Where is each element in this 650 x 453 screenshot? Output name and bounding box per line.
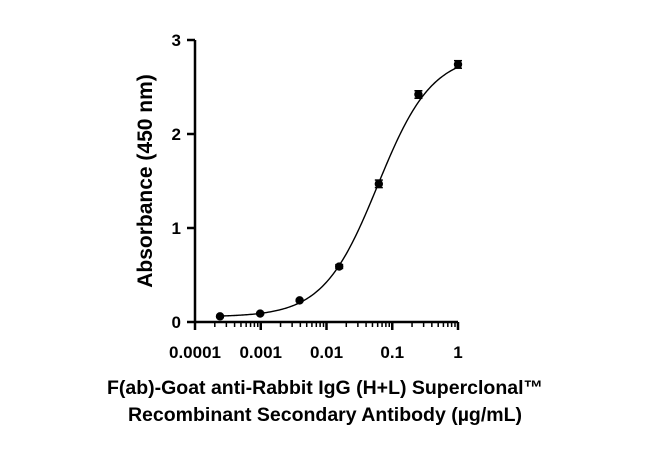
y-tick-label: 1	[172, 219, 181, 238]
data-point-group	[334, 262, 344, 271]
fit-curve	[219, 66, 459, 317]
x-axis-title-line: F(ab)-Goat anti-Rabbit IgG (H+L) Supercl…	[107, 377, 543, 399]
x-axis-title-line: Recombinant Secondary Antibody (µg/mL)	[128, 404, 522, 426]
x-tick-label: 0.1	[380, 343, 404, 362]
y-tick-label: 2	[172, 125, 181, 144]
x-tick-label: 0.01	[310, 343, 343, 362]
labels-layer: 0 1 2 3 0.0001 0.001 0.01 0.1 1 Absorbance (450 n…	[107, 31, 543, 426]
y-tick-label: 3	[172, 31, 181, 50]
data-point-group	[255, 309, 265, 318]
data-point-group	[374, 179, 384, 189]
data-point-group	[453, 59, 463, 69]
x-tick-label: 1	[453, 343, 462, 362]
y-tick-label: 0	[172, 313, 181, 332]
data-point	[255, 309, 265, 318]
data-point	[374, 179, 384, 189]
data-point	[334, 262, 344, 271]
data-point	[414, 90, 423, 99]
x-tick-label: 0.001	[239, 343, 282, 362]
data-point	[215, 312, 225, 321]
data-point-group	[295, 296, 304, 305]
axes	[187, 38, 460, 330]
data-point	[453, 60, 463, 69]
data-point-group	[414, 90, 423, 100]
fit-curve-layer	[219, 66, 459, 317]
y-axis-title: Absorbance (450 nm)	[134, 74, 157, 288]
data-point	[295, 296, 304, 305]
data-points-layer	[215, 59, 463, 321]
data-point-group	[215, 312, 225, 321]
x-tick-label: 0.0001	[169, 343, 221, 362]
